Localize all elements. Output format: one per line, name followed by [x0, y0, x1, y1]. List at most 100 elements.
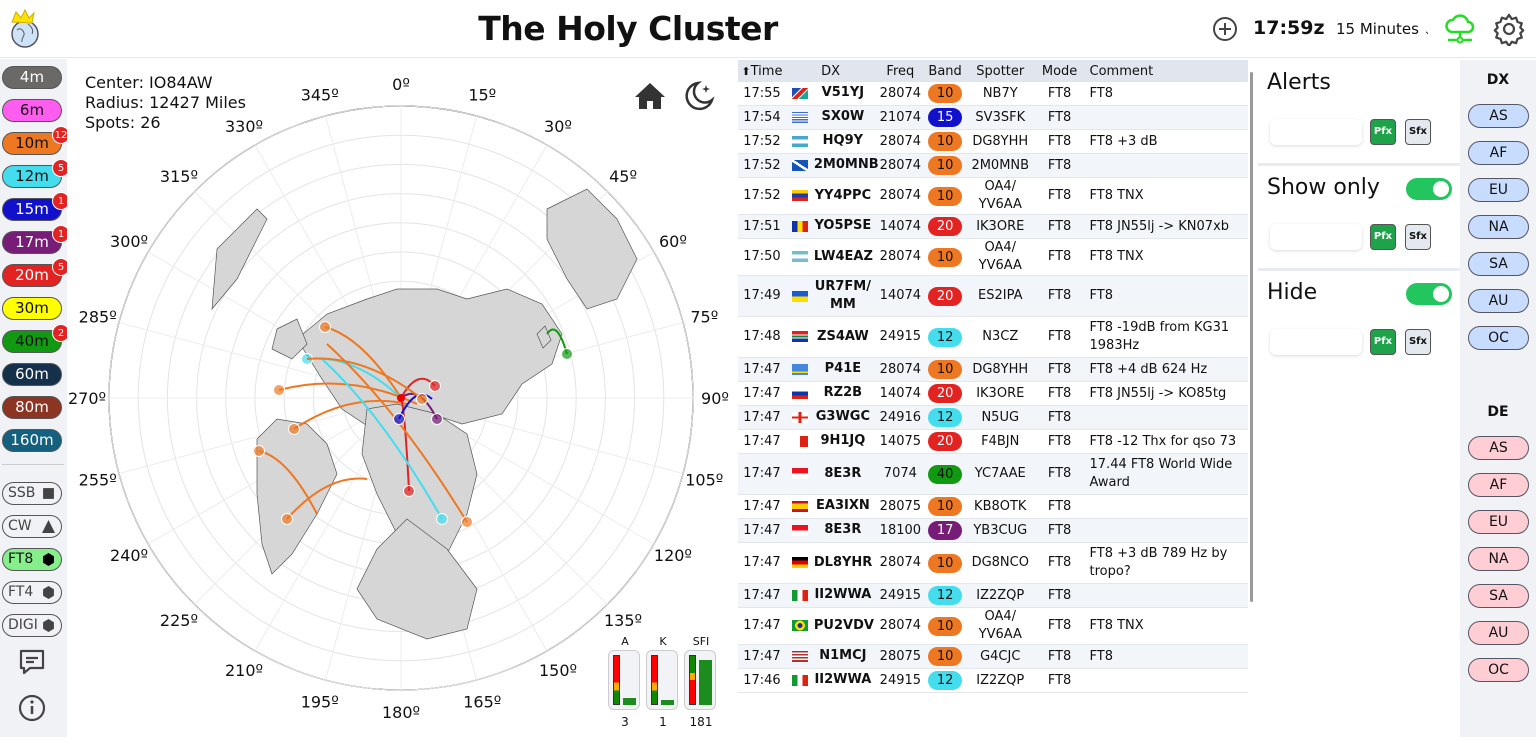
hide-toggle[interactable]	[1406, 283, 1452, 305]
mode-toggle-DIGI[interactable]: DIGI	[2, 614, 62, 637]
dx-continent-EU[interactable]: EU	[1468, 178, 1529, 202]
spot-marker[interactable]	[416, 393, 428, 405]
show-only-sfx-button[interactable]: Sfx	[1405, 224, 1431, 250]
de-continent-OC[interactable]: OC	[1468, 658, 1529, 682]
dx-callsign[interactable]: II2WWA	[814, 587, 872, 603]
dx-continent-AU[interactable]: AU	[1468, 289, 1529, 313]
column-header-spotter[interactable]: Spotter	[964, 60, 1036, 82]
table-scrollbar[interactable]	[1250, 72, 1253, 602]
band-toggle-60m[interactable]: 60m	[2, 363, 62, 386]
alerts-pfx-button[interactable]: Pfx	[1370, 119, 1396, 145]
band-toggle-30m[interactable]: 30m	[2, 297, 62, 320]
alerts-sfx-button[interactable]: Sfx	[1405, 119, 1431, 145]
spot-row[interactable]: 17:47 G3WGC 24916 12 N5UG FT8	[738, 405, 1248, 430]
dx-callsign[interactable]: LW4EAZ	[813, 248, 873, 264]
chat-icon[interactable]	[17, 647, 47, 677]
spotter-callsign[interactable]: 2M0MNB	[964, 153, 1036, 178]
dx-callsign[interactable]: 8E3R	[824, 465, 862, 481]
spotter-callsign[interactable]: IZ2ZQP	[964, 668, 1036, 693]
column-header-time[interactable]: ⬆Time	[738, 60, 786, 82]
band-toggle-20m[interactable]: 20m 5	[2, 258, 70, 287]
band-toggle-12m[interactable]: 12m 5	[2, 159, 70, 188]
de-continent-AF[interactable]: AF	[1468, 473, 1529, 497]
spot-marker[interactable]	[253, 445, 265, 457]
band-toggle-6m[interactable]: 6m	[2, 99, 62, 122]
spot-marker[interactable]	[431, 413, 443, 425]
spotter-callsign[interactable]: N5UG	[964, 405, 1036, 430]
mode-toggle-SSB[interactable]: SSB	[2, 482, 62, 505]
dx-callsign[interactable]: 8E3R	[824, 522, 862, 538]
spot-marker[interactable]	[403, 485, 415, 497]
band-toggle-80m[interactable]: 80m	[2, 396, 62, 419]
spotter-callsign[interactable]: DG8NCO	[964, 542, 1036, 584]
mode-toggle-CW[interactable]: CW	[2, 515, 62, 538]
plus-circle-icon[interactable]	[1212, 16, 1238, 42]
dx-callsign[interactable]: N1MCJ	[819, 648, 867, 664]
spotter-callsign[interactable]: NB7Y	[964, 82, 1036, 106]
mode-toggle-FT4[interactable]: FT4	[2, 581, 62, 604]
dx-callsign[interactable]: UR7FM/ MM	[814, 279, 871, 312]
spot-marker[interactable]	[288, 423, 300, 435]
moon-stars-icon[interactable]	[682, 79, 716, 113]
globe-crown-logo[interactable]	[8, 8, 42, 50]
band-toggle-15m[interactable]: 15m 1	[2, 192, 70, 221]
alerts-input[interactable]	[1270, 119, 1362, 145]
de-continent-SA[interactable]: SA	[1468, 584, 1529, 608]
azimuthal-map[interactable]: 0º 15º 30º 45º 60º 75º 90º 105º 120º 135º 150º 165º…	[67, 59, 735, 737]
time-window-select[interactable]: 15 Minutes ⌄	[1336, 20, 1428, 38]
gear-icon[interactable]	[1492, 12, 1526, 46]
spot-row[interactable]: 17:55 V51YJ 28074 10 NB7Y FT8 FT8	[738, 82, 1248, 106]
spot-marker[interactable]	[281, 513, 293, 525]
spot-row[interactable]: 17:48 ZS4AW 24915 12 N3CZ FT8 FT8 -19dB from K…	[738, 316, 1248, 358]
spot-row[interactable]: 17:51 YO5PSE 14074 20 IK3ORE FT8 FT8 JN55lj ->…	[738, 214, 1248, 239]
spot-marker[interactable]	[319, 321, 331, 333]
spot-row[interactable]: 17:49 UR7FM/ MM 14074 20 ES2IPA FT8 FT8	[738, 275, 1248, 317]
dx-callsign[interactable]: YY4PPC	[814, 187, 872, 203]
info-icon[interactable]	[17, 693, 47, 723]
spotter-callsign[interactable]: YB3CUG	[964, 518, 1036, 543]
mode-toggle-FT8[interactable]: FT8	[2, 548, 62, 571]
dx-callsign[interactable]: SX0W	[821, 109, 865, 125]
spotter-callsign[interactable]: DG8YHH	[964, 357, 1036, 382]
spot-row[interactable]: 17:52 YY4PPC 28074 10 OA4/ YV6AA FT8 FT8 TNX	[738, 177, 1248, 215]
dx-callsign[interactable]: G3WGC	[815, 409, 871, 425]
spotter-callsign[interactable]: OA4/ YV6AA	[964, 177, 1036, 215]
spot-row[interactable]: 17:47 8E3R 18100 17 YB3CUG FT8	[738, 518, 1248, 543]
spot-row[interactable]: 17:47 DL8YHR 28074 10 DG8NCO FT8 FT8 +3 dB 789…	[738, 542, 1248, 584]
band-toggle-160m[interactable]: 160m	[2, 429, 62, 452]
spot-row[interactable]: 17:47 N1MCJ 28075 10 G4CJC FT8 FT8	[738, 644, 1248, 669]
band-toggle-17m[interactable]: 17m 1	[2, 225, 70, 254]
de-continent-NA[interactable]: NA	[1468, 547, 1529, 571]
spot-marker[interactable]	[273, 384, 285, 396]
band-toggle-4m[interactable]: 4m	[2, 66, 62, 89]
column-header-dx[interactable]: DX	[785, 60, 876, 82]
show-only-input[interactable]	[1270, 224, 1362, 250]
spot-marker[interactable]	[429, 380, 441, 392]
dx-continent-NA[interactable]: NA	[1468, 215, 1529, 239]
spotter-callsign[interactable]: IK3ORE	[964, 214, 1036, 239]
hide-input[interactable]	[1270, 329, 1362, 355]
dx-callsign[interactable]: 2M0MNB	[813, 157, 879, 173]
spot-row[interactable]: 17:47 9H1JQ 14075 20 F4BJN FT8 FT8 -12 Thx for…	[738, 429, 1248, 454]
dx-callsign[interactable]: HQ9Y	[822, 133, 864, 149]
spotter-callsign[interactable]: OA4/ YV6AA	[964, 607, 1036, 645]
spot-row[interactable]: 17:47 PU2VDV 28074 10 OA4/ YV6AA FT8 FT8 TNX	[738, 607, 1248, 645]
spotter-callsign[interactable]: G4CJC	[964, 644, 1036, 669]
spotter-callsign[interactable]: ES2IPA	[964, 275, 1036, 317]
dx-callsign[interactable]: YO5PSE	[814, 218, 872, 234]
spotter-callsign[interactable]: IK3ORE	[964, 381, 1036, 406]
spotter-callsign[interactable]: YC7AAE	[964, 453, 1036, 495]
spotter-callsign[interactable]: SV3SFK	[964, 105, 1036, 130]
spotter-callsign[interactable]: DG8YHH	[964, 129, 1036, 154]
spotter-callsign[interactable]: OA4/ YV6AA	[964, 238, 1036, 276]
spot-row[interactable]: 17:47 8E3R 7074 40 YC7AAE FT8 17.44 FT8 World …	[738, 453, 1248, 495]
spot-marker[interactable]	[436, 513, 448, 525]
dx-callsign[interactable]: II2WWA	[814, 672, 872, 688]
spotter-callsign[interactable]: F4BJN	[964, 429, 1036, 454]
column-header-mode[interactable]: Mode	[1035, 60, 1084, 82]
dx-continent-SA[interactable]: SA	[1468, 252, 1529, 276]
dx-continent-AS[interactable]: AS	[1468, 104, 1529, 128]
hide-sfx-button[interactable]: Sfx	[1405, 329, 1431, 355]
show-only-pfx-button[interactable]: Pfx	[1370, 224, 1396, 250]
column-header-comment[interactable]: Comment	[1083, 60, 1248, 82]
